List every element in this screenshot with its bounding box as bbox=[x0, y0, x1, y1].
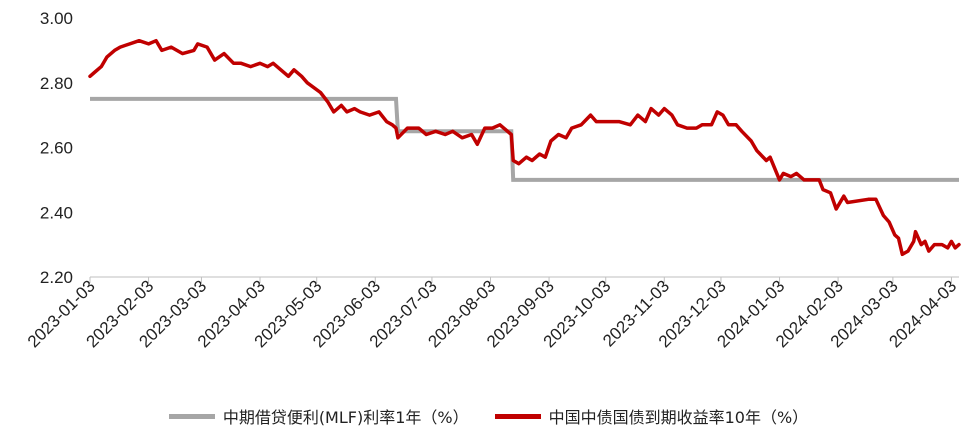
x-tick-marks bbox=[89, 277, 952, 283]
series-line-10y-treasury-yield bbox=[88, 38, 961, 257]
y-tick-label: 2.40 bbox=[40, 203, 73, 222]
y-tick-label: 2.80 bbox=[40, 74, 73, 93]
y-tick-label: 3.00 bbox=[40, 9, 73, 28]
legend-swatch bbox=[168, 413, 215, 419]
legend-swatch bbox=[494, 413, 541, 419]
legend-item-treasury: 中国中债国债到期收益率10年（%） bbox=[494, 404, 809, 428]
chart-legend: 中期借贷便利(MLF)利率1年（%） 中国中债国债到期收益率10年（%） bbox=[0, 399, 977, 433]
y-tick-labels: 2.20 2.40 2.60 2.80 3.00 bbox=[40, 9, 73, 287]
legend-label: 中国中债国债到期收益率10年（%） bbox=[548, 408, 809, 427]
series-line-mlf-rate bbox=[90, 96, 959, 182]
y-tick-label: 2.20 bbox=[40, 268, 73, 287]
legend-item-mlf: 中期借贷便利(MLF)利率1年（%） bbox=[168, 404, 469, 428]
y-tick-label: 2.60 bbox=[40, 139, 73, 158]
legend-label: 中期借贷便利(MLF)利率1年（%） bbox=[222, 408, 469, 427]
x-tick-labels: 2023-01-03 2023-02-03 2023-03-03 2023-04… bbox=[24, 276, 960, 351]
